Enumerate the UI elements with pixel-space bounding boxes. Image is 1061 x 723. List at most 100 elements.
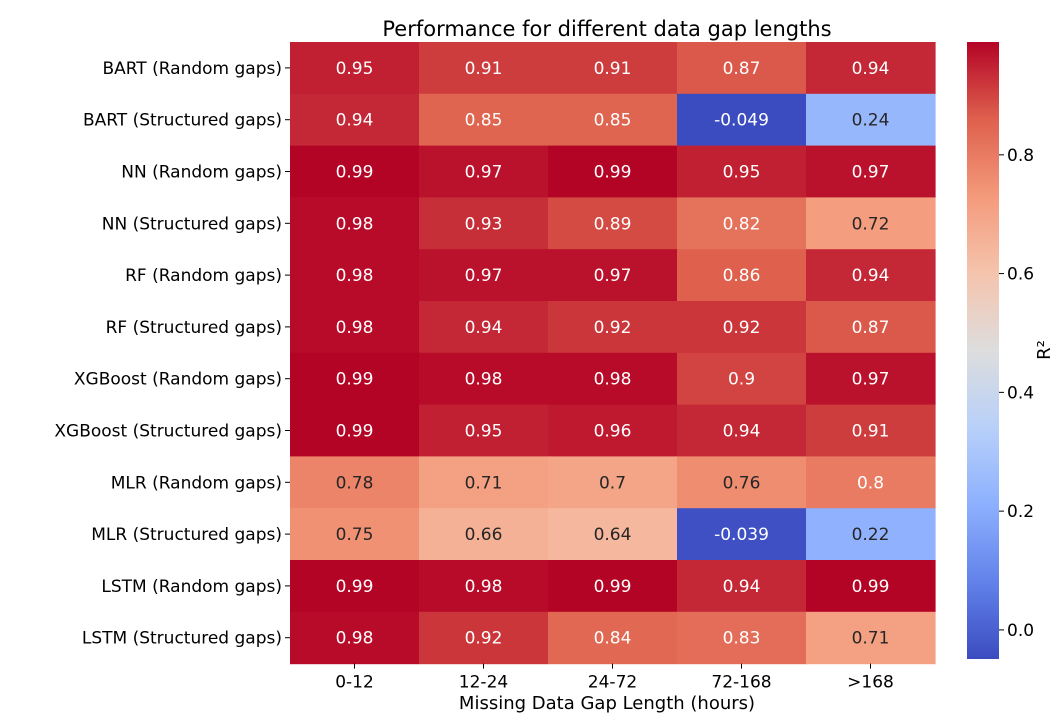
heatmap-cell xyxy=(419,93,549,147)
heatmap-cell xyxy=(548,560,678,613)
colorbar-label: R² xyxy=(1034,340,1055,360)
heatmap-cell xyxy=(419,197,549,250)
cell-value-label: 0.94 xyxy=(723,577,761,597)
heatmap-cell xyxy=(419,249,549,302)
heatmap-cells xyxy=(290,42,936,665)
column-label: >168 xyxy=(847,673,894,693)
heatmap-cell xyxy=(548,93,678,147)
cell-value-label: 0.75 xyxy=(336,525,374,545)
heatmap-cell xyxy=(677,508,807,561)
cell-value-label: 0.82 xyxy=(723,214,761,234)
cell-value-label: 0.24 xyxy=(852,111,890,131)
heatmap-cell xyxy=(548,249,678,302)
cell-value-label: 0.92 xyxy=(723,318,761,338)
heatmap-cell xyxy=(419,560,549,613)
heatmap-cell xyxy=(290,456,420,509)
heatmap-cell xyxy=(548,404,678,457)
cell-value-label: 0.76 xyxy=(723,473,761,493)
cell-value-label: 0.98 xyxy=(336,318,374,338)
heatmap-cell xyxy=(677,560,807,613)
heatmap-cell xyxy=(677,456,807,509)
cell-value-label: 0.66 xyxy=(465,525,503,545)
row-label: LSTM (Structured gaps) xyxy=(82,629,282,649)
row-label: MLR (Structured gaps) xyxy=(91,525,282,545)
heatmap-cell xyxy=(677,145,807,198)
row-label: NN (Structured gaps) xyxy=(102,214,282,234)
cell-value-label: 0.94 xyxy=(465,318,503,338)
cell-value-label: 0.98 xyxy=(465,577,503,597)
cell-value-label: 0.97 xyxy=(465,266,503,286)
heatmap-cell xyxy=(290,93,420,147)
column-label: 12-24 xyxy=(459,673,508,693)
y-axis-tick-labels: BART (Random gaps) BART (Structured gaps)… xyxy=(54,59,290,649)
cell-value-label: 0.9 xyxy=(728,370,755,390)
row-label: XGBoost (Structured gaps) xyxy=(54,422,282,442)
heatmap-cell xyxy=(548,352,678,406)
heatmap-cell xyxy=(548,145,678,198)
heatmap-cell xyxy=(419,301,549,354)
row-label: RF (Random gaps) xyxy=(125,266,282,286)
heatmap-cell xyxy=(806,560,936,613)
heatmap-cell xyxy=(290,404,420,457)
colorbar-tick-label: 0.8 xyxy=(1007,146,1034,166)
cell-value-label: 0.93 xyxy=(465,214,503,234)
heatmap-cell xyxy=(677,611,807,665)
cell-value-label: 0.84 xyxy=(594,629,632,649)
cell-value-label: 0.87 xyxy=(852,318,890,338)
row-label: BART (Structured gaps) xyxy=(83,111,282,131)
row-label: BART (Random gaps) xyxy=(102,59,282,79)
colorbar-tick-label: 0.6 xyxy=(1007,265,1034,285)
heatmap-cell xyxy=(806,352,936,406)
column-label: 0-12 xyxy=(335,673,374,693)
cell-value-label: 0.98 xyxy=(336,629,374,649)
cell-value-label: 0.22 xyxy=(852,525,890,545)
heatmap-cell xyxy=(419,42,549,95)
cell-value-label: 0.94 xyxy=(336,111,374,131)
heatmap-cell xyxy=(677,404,807,457)
heatmap-cell xyxy=(677,93,807,147)
heatmap-cell-labels: 0.95 0.91 0.91 0.87 0.94 0.94 0.85 0.85 -0.049 0.… xyxy=(336,59,890,649)
heatmap-cell xyxy=(677,197,807,250)
colorbar-gradient xyxy=(967,42,999,659)
cell-value-label: 0.99 xyxy=(336,577,374,597)
cell-value-label: 0.96 xyxy=(594,422,632,442)
cell-value-label: 0.92 xyxy=(465,629,503,649)
cell-value-label: 0.94 xyxy=(723,422,761,442)
cell-value-label: 0.86 xyxy=(723,266,761,286)
heatmap-cell xyxy=(419,145,549,198)
heatmap-cell xyxy=(419,404,549,457)
heatmap-cell xyxy=(806,197,936,250)
heatmap-cell xyxy=(806,145,936,198)
heatmap-cell xyxy=(677,42,807,95)
cell-value-label: 0.87 xyxy=(723,59,761,79)
heatmap-cell xyxy=(806,404,936,457)
cell-value-label: 0.99 xyxy=(852,577,890,597)
colorbar: 0.0 0.2 0.4 0.6 0.8 xyxy=(967,42,1034,659)
cell-value-label: 0.71 xyxy=(465,473,503,493)
heatmap-cell xyxy=(806,456,936,509)
row-label: LSTM (Random gaps) xyxy=(101,577,282,597)
cell-value-label: 0.83 xyxy=(723,629,761,649)
row-label: MLR (Random gaps) xyxy=(111,473,282,493)
heatmap-cell xyxy=(806,42,936,95)
heatmap-cell xyxy=(548,611,678,665)
cell-value-label: 0.97 xyxy=(594,266,632,286)
heatmap-cell xyxy=(419,456,549,509)
column-label: 72-168 xyxy=(711,673,771,693)
heatmap-cell xyxy=(806,301,936,354)
heatmap-cell xyxy=(290,249,420,302)
cell-value-label: 0.98 xyxy=(336,266,374,286)
heatmap-cell xyxy=(548,42,678,95)
cell-value-label: 0.98 xyxy=(336,214,374,234)
heatmap-cell xyxy=(290,352,420,406)
cell-value-label: 0.7 xyxy=(599,473,626,493)
cell-value-label: 0.95 xyxy=(465,422,503,442)
cell-value-label: 0.78 xyxy=(336,473,374,493)
cell-value-label: 0.92 xyxy=(594,318,632,338)
cell-value-label: 0.99 xyxy=(336,370,374,390)
heatmap-cell xyxy=(290,42,420,95)
heatmap-cell xyxy=(419,508,549,561)
heatmap-cell xyxy=(806,93,936,147)
heatmap-cell xyxy=(290,560,420,613)
